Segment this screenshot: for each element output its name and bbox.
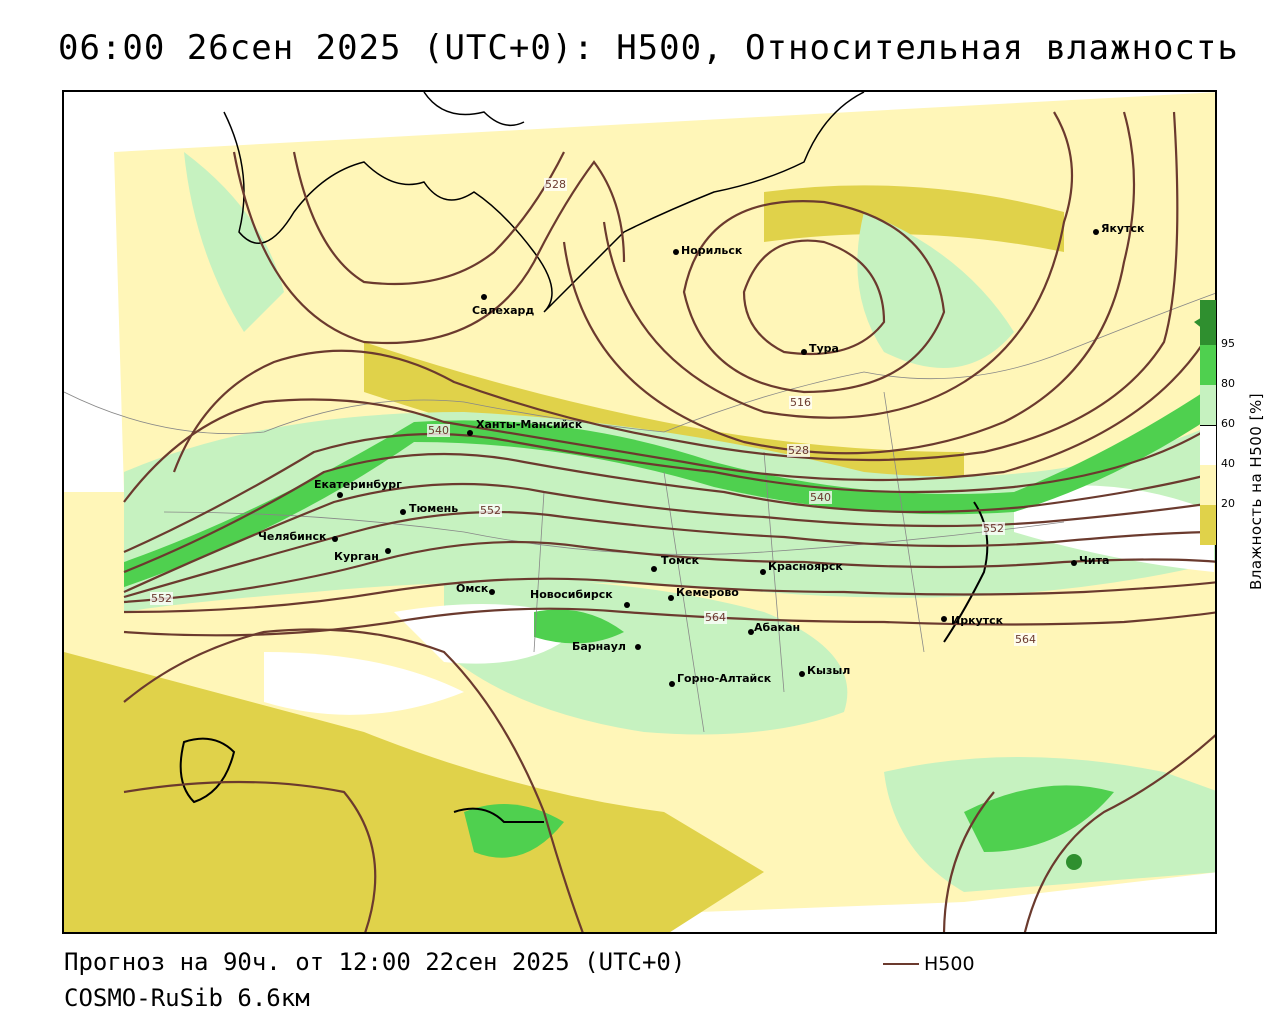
contour-label: 540 bbox=[427, 424, 450, 437]
city-label: Чита bbox=[1079, 554, 1110, 567]
city-label: Иркутск bbox=[951, 614, 1004, 627]
scale-segment-95 bbox=[1200, 300, 1216, 345]
city-dot bbox=[669, 681, 675, 687]
city-dot bbox=[801, 349, 807, 355]
forecast-info: Прогноз на 90ч. от 12:00 22сен 2025 (UTC… bbox=[64, 948, 686, 976]
contour-label: 552 bbox=[150, 592, 173, 605]
scale-segment-40 bbox=[1200, 425, 1216, 466]
h500-legend-label: H500 bbox=[924, 953, 975, 975]
city-dot bbox=[673, 249, 679, 255]
model-info: COSMO-RuSib 6.6км bbox=[64, 984, 310, 1012]
city-label: Абакан bbox=[754, 621, 801, 634]
city-dot bbox=[481, 294, 487, 300]
humidity-color-scale bbox=[1200, 300, 1216, 545]
city-label: Челябинск bbox=[258, 530, 327, 543]
city-dot bbox=[489, 589, 495, 595]
city-dot bbox=[400, 509, 406, 515]
city-dot bbox=[760, 569, 766, 575]
city-label: Кызыл bbox=[807, 664, 851, 677]
city-label: Курган bbox=[334, 550, 379, 563]
city-label: Екатеринбург bbox=[314, 478, 402, 491]
city-dot bbox=[332, 536, 338, 542]
scale-tick: 40 bbox=[1221, 457, 1235, 470]
contour-label: 540 bbox=[809, 491, 832, 504]
city-dot bbox=[799, 671, 805, 677]
city-dot bbox=[467, 430, 473, 436]
scale-segment-60 bbox=[1200, 385, 1216, 425]
city-dot bbox=[337, 492, 343, 498]
city-label: Якутск bbox=[1101, 222, 1145, 235]
city-dot bbox=[635, 644, 641, 650]
city-label: Тура bbox=[809, 342, 839, 355]
map-title: 06:00 26сен 2025 (UTC+0): H500, Относите… bbox=[58, 28, 1239, 68]
contour-label: 552 bbox=[982, 522, 1005, 535]
city-dot bbox=[624, 602, 630, 608]
city-label: Кемерово bbox=[676, 586, 739, 599]
city-label: Тюмень bbox=[409, 502, 459, 515]
city-label: Новосибирск bbox=[530, 588, 613, 601]
city-dot bbox=[748, 629, 754, 635]
scale-segment-0 bbox=[1200, 505, 1216, 545]
city-label: Горно-Алтайск bbox=[677, 672, 772, 685]
scale-segment-80 bbox=[1200, 345, 1216, 385]
city-label: Норильск bbox=[681, 244, 743, 257]
scale-tick: 95 bbox=[1221, 337, 1235, 350]
city-label: Омск bbox=[456, 582, 489, 595]
city-label: Барнаул bbox=[572, 640, 626, 653]
city-dot bbox=[1093, 229, 1099, 235]
city-label: Салехард bbox=[472, 304, 535, 317]
contour-label: 564 bbox=[1014, 633, 1037, 646]
city-label: Красноярск bbox=[768, 560, 843, 573]
humidity-field bbox=[64, 92, 1215, 932]
city-dot bbox=[1071, 560, 1077, 566]
city-label: Ханты-Мансийск bbox=[476, 418, 583, 431]
contour-label: 528 bbox=[787, 444, 810, 457]
scale-tick: 60 bbox=[1221, 417, 1235, 430]
scale-tick: 20 bbox=[1221, 497, 1235, 510]
map-panel: Норильск Якутск Салехард Тура Ханты-Манс… bbox=[62, 90, 1217, 934]
h500-legend-swatch bbox=[883, 963, 919, 965]
city-dot bbox=[651, 566, 657, 572]
contour-label: 552 bbox=[479, 504, 502, 517]
city-dot bbox=[385, 548, 391, 554]
scale-segment-20 bbox=[1200, 465, 1216, 505]
contour-label: 564 bbox=[704, 611, 727, 624]
city-dot bbox=[668, 595, 674, 601]
contour-label: 528 bbox=[544, 178, 567, 191]
city-dot bbox=[941, 616, 947, 622]
contour-label: 516 bbox=[789, 396, 812, 409]
scale-title: Влажность на Н500 [%] bbox=[1247, 392, 1265, 590]
city-label: Томск bbox=[661, 554, 700, 567]
scale-tick: 80 bbox=[1221, 377, 1235, 390]
